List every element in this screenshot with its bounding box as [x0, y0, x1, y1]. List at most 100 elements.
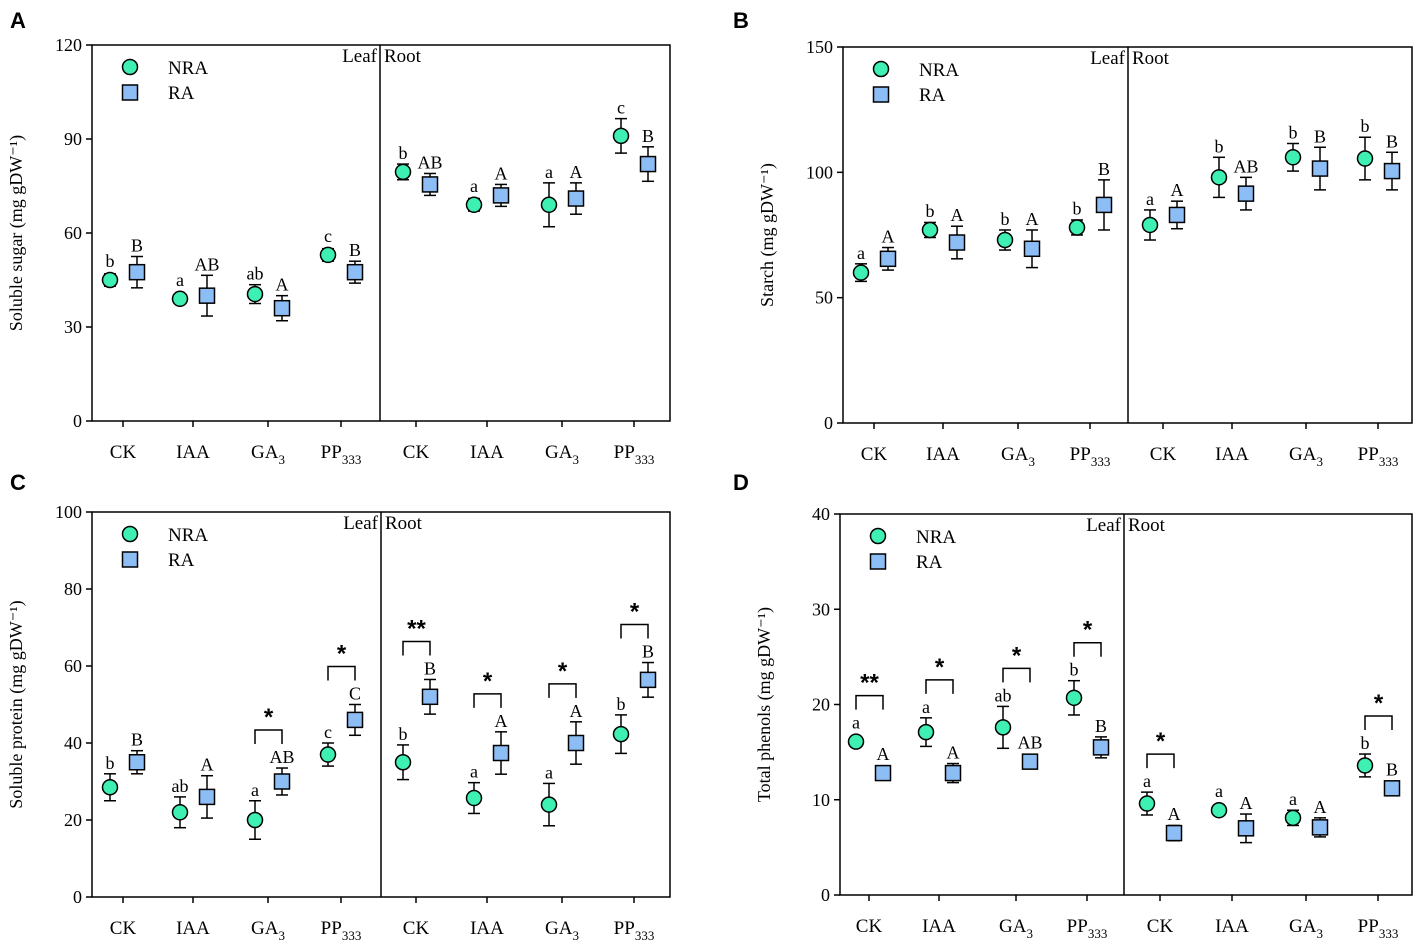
y-tick-label: 30 [64, 317, 82, 337]
ra-marker [1021, 753, 1039, 770]
data-point-ra: B [1383, 131, 1401, 191]
significance-letter: A [951, 205, 964, 225]
y-tick-label: 20 [812, 695, 830, 715]
significance-letter: c [617, 98, 625, 118]
ra-marker [492, 187, 510, 204]
section-label-leaf: Leaf [1086, 515, 1121, 536]
tick-subscript: 333 [635, 452, 655, 467]
bracket-line [254, 729, 283, 745]
data-point-ra: B [346, 240, 364, 284]
data-point-ra: C [346, 684, 364, 737]
y-axis-label: Soluble sugar (mg gDW⁻¹) [6, 135, 27, 331]
data-point-ra: AB [1017, 733, 1043, 770]
nra-marker [1210, 801, 1228, 819]
significance-letter: A [570, 701, 583, 721]
legend-label-ra: RA [168, 83, 195, 104]
data-point-nra: b [1210, 136, 1228, 199]
x-tick-label: PP333 [321, 918, 362, 943]
bracket-line [1146, 753, 1175, 769]
significance-letter: a [922, 697, 930, 717]
section-label-leaf: Leaf [343, 513, 378, 534]
data-point-nra: b [1356, 116, 1374, 181]
significance-letter: ab [247, 264, 264, 284]
tick-subscript: 3 [572, 928, 579, 943]
nra-marker [319, 246, 337, 264]
bracket-line [1073, 641, 1102, 657]
significance-letter: A [1026, 209, 1039, 229]
significance-star: * [337, 641, 347, 668]
data-point-ra: AB [194, 254, 220, 317]
tick-main: GA [999, 916, 1027, 937]
tick-main: GA [545, 442, 573, 463]
bracket-line [402, 640, 431, 656]
x-tick-label: GA3 [1289, 916, 1323, 941]
data-point-ra: A [198, 755, 216, 819]
significance-letter: A [877, 744, 890, 764]
x-tick-label: IAA [1215, 916, 1249, 937]
data-point-ra: B [639, 642, 657, 698]
ra-marker [1095, 196, 1113, 214]
y-tick-label: 30 [812, 599, 830, 619]
significance-letter: b [1289, 123, 1298, 143]
ra-marker [639, 155, 657, 173]
significance-letter: AB [1017, 733, 1042, 753]
ra-marker [1165, 824, 1183, 842]
data-point-nra: b [612, 694, 630, 755]
x-tick-label: GA3 [1289, 444, 1323, 469]
ra-marker [1237, 820, 1255, 837]
legend-ra-square-icon [872, 86, 890, 103]
data-point-nra: a [540, 162, 558, 228]
ra-marker [944, 764, 962, 782]
legend-label-nra: NRA [168, 58, 208, 79]
data-point-nra: b [1065, 660, 1083, 716]
data-point-nra: b [101, 251, 119, 289]
data-point-nra: ab [247, 264, 264, 305]
legend-label-ra: RA [916, 552, 943, 573]
nra-marker [1356, 150, 1374, 167]
y-tick-label: 90 [64, 129, 82, 149]
y-tick-label: 150 [806, 37, 833, 57]
bracket-line [620, 623, 649, 639]
significance-bracket: ** [855, 670, 884, 710]
significance-letter: B [131, 730, 143, 750]
data-point-nra: a [1138, 771, 1156, 816]
data-point-ra: AB [269, 747, 295, 796]
x-tick-label: PP333 [614, 442, 655, 467]
data-point-nra: b [921, 201, 939, 239]
ra-marker [128, 263, 146, 281]
data-point-nra: b [394, 724, 412, 781]
significance-star: * [483, 668, 493, 695]
y-tick-label: 60 [64, 223, 82, 243]
tick-subscript: 3 [1028, 454, 1035, 469]
tick-main: GA [251, 918, 279, 939]
significance-letter: ab [172, 776, 189, 796]
legend-label-ra: RA [919, 85, 946, 106]
data-point-nra: a [1141, 189, 1159, 241]
nra-marker [465, 789, 483, 807]
legend-label-nra: NRA [919, 60, 959, 81]
significance-bracket: * [925, 654, 954, 694]
significance-star: * [1083, 617, 1093, 644]
y-tick-label: 0 [73, 887, 82, 907]
ra-marker [1311, 160, 1329, 177]
significance-letter: A [1168, 804, 1181, 824]
tick-main: PP [614, 442, 635, 463]
significance-letter: AB [269, 747, 294, 767]
nra-marker [847, 733, 865, 750]
significance-letter: AB [1233, 156, 1258, 176]
nra-marker [852, 264, 870, 281]
ra-marker [567, 734, 585, 752]
tick-subscript: 3 [278, 928, 285, 943]
ra-marker [879, 250, 897, 268]
data-point-ra: A [879, 227, 897, 271]
legend-nra-circle-icon [121, 525, 139, 543]
nra-marker [612, 127, 630, 145]
ra-marker [948, 234, 966, 251]
significance-letter: ab [995, 685, 1012, 705]
significance-letter: A [495, 711, 508, 731]
significance-letter: c [324, 722, 332, 742]
significance-letter: b [106, 753, 115, 773]
significance-letter: b [926, 201, 935, 221]
ra-marker [1237, 185, 1255, 202]
